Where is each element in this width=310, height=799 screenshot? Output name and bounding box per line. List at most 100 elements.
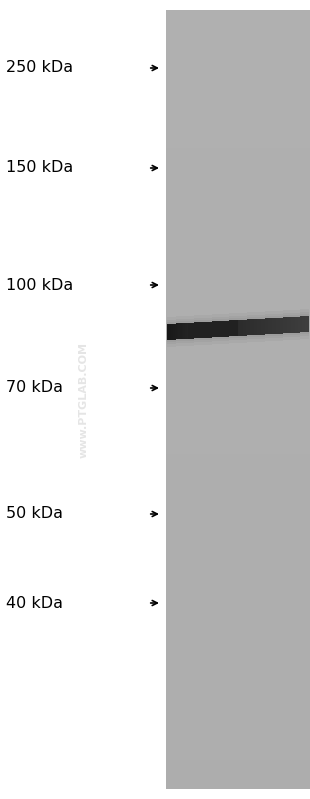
Bar xyxy=(284,313,285,337)
Bar xyxy=(166,275,310,277)
Bar xyxy=(180,316,181,346)
Bar xyxy=(255,317,256,337)
Bar xyxy=(232,318,233,338)
Bar xyxy=(224,314,225,344)
Bar xyxy=(166,301,310,304)
Bar xyxy=(257,312,258,342)
Bar xyxy=(281,311,282,340)
Bar xyxy=(166,85,310,88)
Polygon shape xyxy=(264,319,265,335)
Bar xyxy=(166,28,310,31)
Bar xyxy=(166,384,310,387)
Bar xyxy=(285,316,286,336)
Bar xyxy=(235,318,236,338)
Bar xyxy=(166,221,310,223)
Bar xyxy=(185,316,186,346)
Bar xyxy=(166,576,310,578)
Bar xyxy=(286,310,287,340)
Bar xyxy=(166,291,310,293)
Bar xyxy=(166,594,310,597)
Bar xyxy=(166,550,310,553)
Bar xyxy=(298,309,299,340)
Bar xyxy=(196,318,197,342)
Polygon shape xyxy=(200,322,201,338)
Bar xyxy=(166,42,310,44)
Bar xyxy=(166,26,310,28)
Bar xyxy=(198,316,199,345)
Bar xyxy=(204,315,205,345)
Bar xyxy=(166,229,310,231)
Bar xyxy=(283,313,284,337)
Bar xyxy=(179,316,180,346)
Bar xyxy=(166,568,310,570)
Bar xyxy=(166,208,310,210)
Bar xyxy=(166,685,310,688)
Bar xyxy=(308,314,309,334)
Bar xyxy=(186,319,187,343)
Bar xyxy=(166,651,310,654)
Bar xyxy=(166,633,310,636)
Bar xyxy=(206,315,207,345)
Polygon shape xyxy=(186,323,187,339)
Polygon shape xyxy=(174,324,175,340)
Bar xyxy=(166,610,310,612)
Bar xyxy=(266,316,267,336)
Bar xyxy=(166,690,310,693)
Bar xyxy=(306,309,307,339)
Bar xyxy=(298,312,299,336)
Bar xyxy=(247,312,248,343)
Polygon shape xyxy=(302,316,303,332)
Polygon shape xyxy=(185,323,186,339)
Bar xyxy=(176,321,177,341)
Bar xyxy=(166,57,310,59)
Bar xyxy=(166,392,310,395)
Bar xyxy=(190,320,191,340)
Polygon shape xyxy=(204,322,205,338)
Bar xyxy=(187,319,188,343)
Bar xyxy=(217,314,218,344)
Bar xyxy=(174,316,175,347)
Bar xyxy=(166,581,310,584)
Bar xyxy=(273,316,274,336)
Bar xyxy=(220,319,221,339)
Bar xyxy=(238,316,239,340)
Bar xyxy=(217,317,218,341)
Bar xyxy=(166,179,310,181)
Bar xyxy=(269,312,270,341)
Bar xyxy=(306,312,307,336)
Bar xyxy=(177,321,178,341)
Bar xyxy=(166,210,310,213)
Text: 50 kDa: 50 kDa xyxy=(6,507,63,522)
Polygon shape xyxy=(290,317,291,333)
Bar xyxy=(280,311,281,340)
Bar xyxy=(166,584,310,586)
Bar xyxy=(166,231,310,233)
Bar xyxy=(234,318,235,338)
Bar xyxy=(166,719,310,721)
Bar xyxy=(166,360,310,364)
Bar xyxy=(166,514,310,516)
Polygon shape xyxy=(286,317,287,333)
Bar xyxy=(211,317,212,341)
Polygon shape xyxy=(196,322,197,338)
Bar xyxy=(166,495,310,498)
Bar xyxy=(236,316,237,340)
Bar xyxy=(166,93,310,96)
Bar xyxy=(172,316,173,347)
Bar xyxy=(166,761,310,763)
Bar xyxy=(307,314,308,334)
Bar xyxy=(170,320,171,344)
Polygon shape xyxy=(188,323,189,339)
Bar xyxy=(166,516,310,519)
Bar xyxy=(258,315,259,339)
Bar xyxy=(278,316,279,336)
Bar xyxy=(166,641,310,643)
Bar xyxy=(166,293,310,296)
Bar xyxy=(291,310,292,340)
Bar xyxy=(166,643,310,646)
Bar xyxy=(166,306,310,308)
Bar xyxy=(304,309,305,340)
Bar xyxy=(232,316,233,340)
Bar xyxy=(200,320,201,340)
Bar xyxy=(253,317,254,337)
